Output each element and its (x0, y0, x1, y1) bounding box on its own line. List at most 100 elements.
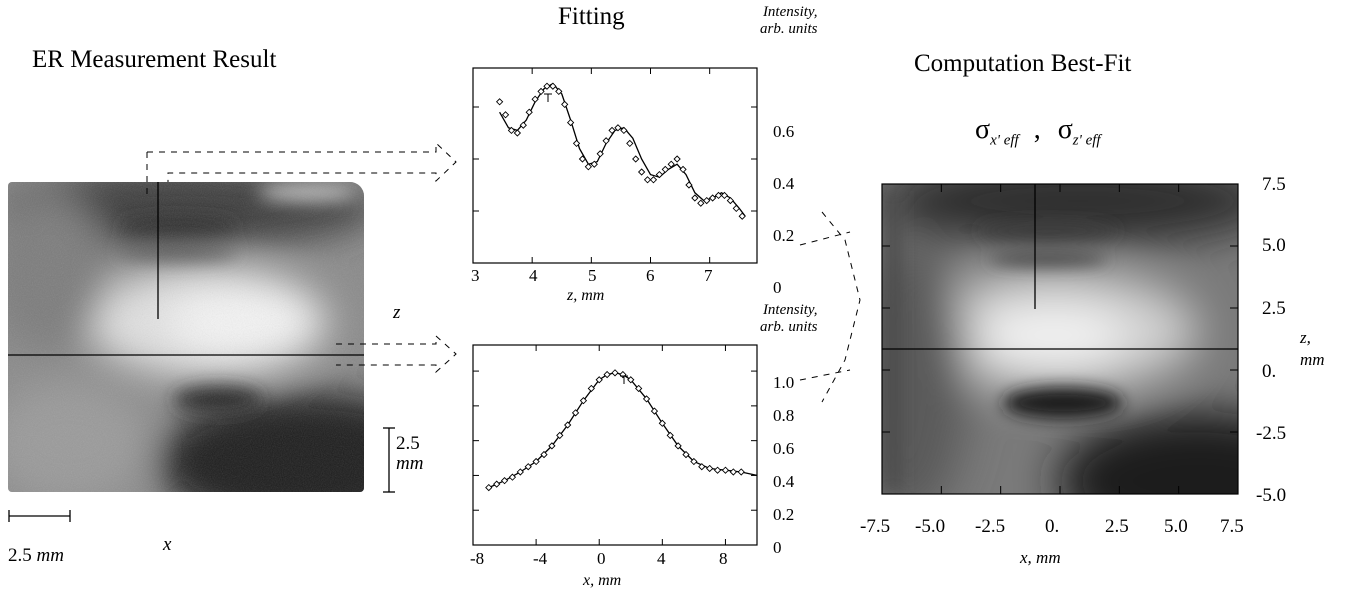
top-data-point (714, 191, 723, 200)
top-data-point (602, 137, 610, 145)
best-fit-y-tick: -5.0 (1256, 485, 1287, 506)
bottom-fit-y-tick: 1.0 (773, 373, 795, 392)
top-data-point (637, 168, 646, 176)
top-fit-x-tick: 6 (646, 266, 655, 285)
bottom-data-point (658, 419, 666, 427)
top-data-point (501, 111, 510, 119)
bottom-data-point (682, 450, 690, 459)
top-data-point (531, 95, 539, 103)
sigma-label: σx' eff , σz' eff (975, 114, 1101, 150)
top-data-point (620, 126, 628, 135)
top-data-point (507, 126, 516, 135)
bottom-data-point (690, 457, 698, 466)
horizontal-scale-value: 2.5 (8, 545, 32, 566)
bottom-fit-y-tick: 0.8 (773, 406, 795, 425)
top-data-point (738, 212, 746, 220)
top-fit-ticks (472, 68, 757, 263)
bottom-data-point (508, 473, 517, 481)
top-data-point (614, 124, 622, 132)
bottom-data-point (721, 466, 730, 474)
best-fit-x-tick: 0. (1045, 516, 1060, 537)
top-fit-ylabel: Intensity, arb. units (760, 4, 818, 38)
bottom-fit-x-tick: -8 (470, 549, 485, 568)
sigma-separator: , (1033, 114, 1041, 145)
top-fit-x-tick: 3 (471, 266, 480, 285)
top-fit-x-tick: 4 (529, 266, 538, 285)
top-data-point (555, 87, 563, 96)
sigma-x-subscript: x' eff (990, 132, 1019, 149)
top-data-point (661, 165, 669, 174)
bottom-data-point (737, 468, 745, 476)
horizontal-scale-label: 2.5 mm (8, 545, 64, 567)
top-data-point (572, 139, 581, 148)
top-fit-xlabel: z, mm (567, 287, 605, 304)
top-data-point (708, 194, 717, 202)
best-fit-map (881, 183, 1239, 495)
top-fit-y-tick: 0.6 (773, 122, 795, 141)
bottom-data-point (516, 468, 524, 476)
top-data-point (590, 160, 598, 168)
top-fit-frame (472, 67, 758, 264)
vertical-scale-label: 2.5 mm (396, 434, 423, 474)
merge-arrow (821, 211, 861, 403)
bottom-fit-ticks (472, 345, 757, 545)
bottom-fit-x-tick: 8 (719, 549, 728, 568)
top-fit-x-tick: 7 (704, 266, 713, 285)
bottom-data-point (500, 477, 509, 485)
top-data-point (495, 98, 504, 106)
top-fit-x-tick: 5 (588, 266, 597, 285)
best-fit-y-tick: 0. (1262, 361, 1277, 382)
bottom-fit-y-ticks: 1.0 0.8 0.6 0.4 0.2 0 (773, 366, 794, 564)
bottom-fit-x-tick: 4 (657, 549, 666, 568)
bottom-data-point (556, 431, 564, 440)
top-data-point (679, 165, 687, 174)
top-data-point (726, 196, 735, 205)
bottom-fit-y-tick: 0.6 (773, 439, 795, 458)
bottom-data-point (698, 463, 706, 471)
best-fit-ylabel: z, mm (1300, 327, 1325, 371)
measurement-heading: ER Measurement Result (32, 46, 277, 73)
bottom-fit-arrow (336, 334, 457, 374)
best-fit-x-tick: -5.0 (915, 516, 946, 537)
bottom-fit-curve (488, 372, 758, 489)
bottom-data-point (579, 397, 588, 405)
bottom-data-point (666, 431, 674, 440)
best-fit-y-tick: 5.0 (1262, 235, 1286, 256)
bottom-data-point (729, 468, 737, 476)
top-data-point (673, 155, 681, 163)
top-data-point (566, 118, 575, 127)
best-fit-y-tick: -2.5 (1256, 423, 1287, 444)
bottom-fit-y-tick: 0 (773, 538, 782, 557)
top-data-point (691, 194, 699, 202)
bottom-fit-y-tick: 0.2 (773, 505, 795, 524)
vertical-scale-value: 2.5 (396, 433, 420, 454)
bottom-data-point (603, 370, 611, 379)
merge-arrow-upper (799, 231, 851, 246)
top-fit-ylabel-line1: Intensity, (762, 4, 818, 20)
bottom-fit-x-tick: 0 (597, 549, 606, 568)
top-data-point (578, 155, 587, 163)
top-fit-markers (495, 82, 746, 220)
top-data-point (596, 150, 604, 158)
best-fit-y-tick: 2.5 (1262, 298, 1286, 319)
fitting-heading: Fitting (558, 3, 625, 30)
bottom-fit-ylabel-line1: Intensity, (762, 302, 818, 318)
bottom-data-point (635, 384, 643, 393)
top-fit-line (499, 82, 746, 217)
top-data-point (655, 170, 664, 179)
top-data-point (525, 108, 533, 116)
top-data-point (685, 181, 693, 189)
best-fit-x-tick: -2.5 (975, 516, 1006, 537)
measurement-z-label: z (393, 302, 401, 323)
bottom-data-point (532, 457, 540, 466)
top-data-point (626, 139, 634, 148)
bottom-data-point (485, 483, 493, 492)
top-data-point (732, 204, 740, 213)
bottom-fit-line (488, 372, 758, 489)
sigma-z-subscript: z' eff (1072, 132, 1101, 149)
best-fit-ticks (881, 183, 1239, 495)
best-fit-x-tick: -7.5 (860, 516, 891, 537)
horizontal-scale-unit: mm (36, 545, 64, 566)
top-fit-ylabel-line2: arb. units (760, 21, 818, 37)
